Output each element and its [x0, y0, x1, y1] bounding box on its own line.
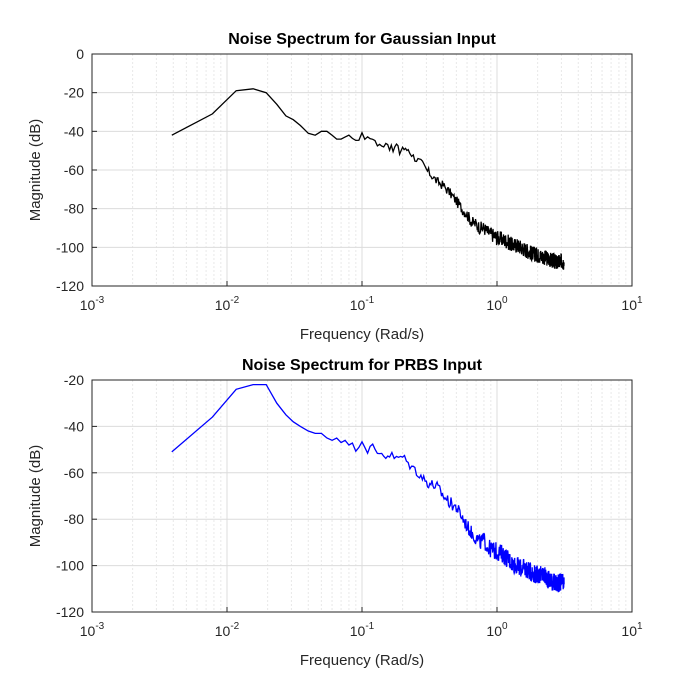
- x-axis-label: Frequency (Rad/s): [300, 652, 424, 669]
- x-tick-label: 10-2: [215, 621, 240, 639]
- x-tick-label: 101: [621, 621, 643, 639]
- x-tick-label: 100: [486, 621, 508, 639]
- gaussian-plot: 10-3 10-2 10-1 100 101 0 -20 -40 -60 -80 -100 -120 N…: [27, 31, 643, 343]
- series-line: [171, 383, 565, 593]
- x-tick-label: 101: [621, 295, 643, 313]
- y-tick-label: -60: [64, 162, 84, 178]
- y-axis-label: Magnitude (dB): [27, 445, 44, 548]
- y-tick-label: -60: [64, 465, 84, 481]
- x-tick-label: 10-2: [215, 295, 240, 313]
- series-line: [171, 88, 565, 270]
- y-tick-label: -80: [64, 511, 84, 527]
- x-tick-label: 100: [486, 295, 508, 313]
- y-tick-label: -120: [56, 604, 84, 620]
- y-tick-label: -100: [56, 558, 84, 574]
- chart-title: Noise Spectrum for PRBS Input: [242, 357, 483, 374]
- chart-title: Noise Spectrum for Gaussian Input: [228, 31, 496, 48]
- x-tick-label: 10-3: [80, 621, 105, 639]
- x-tick-label: 10-3: [80, 295, 105, 313]
- y-tick-label: -40: [64, 418, 84, 434]
- y-tick-label: -20: [64, 372, 84, 388]
- y-tick-label: -40: [64, 123, 84, 139]
- axes-frame: [91, 379, 633, 613]
- y-tick-label: -80: [64, 201, 84, 217]
- x-axis-label: Frequency (Rad/s): [300, 326, 424, 343]
- axes-frame: [91, 53, 633, 287]
- x-tick-label: 10-1: [350, 621, 375, 639]
- y-tick-label: -100: [56, 239, 84, 255]
- y-tick-label: 0: [76, 46, 84, 62]
- y-tick-label: -120: [56, 278, 84, 294]
- x-tick-label: 10-1: [350, 295, 375, 313]
- prbs-plot: 10-3 10-2 10-1 100 101 -20 -40 -60 -80 -100 -120 No…: [27, 357, 643, 669]
- y-tick-label: -20: [64, 85, 84, 101]
- y-axis-label: Magnitude (dB): [27, 119, 44, 222]
